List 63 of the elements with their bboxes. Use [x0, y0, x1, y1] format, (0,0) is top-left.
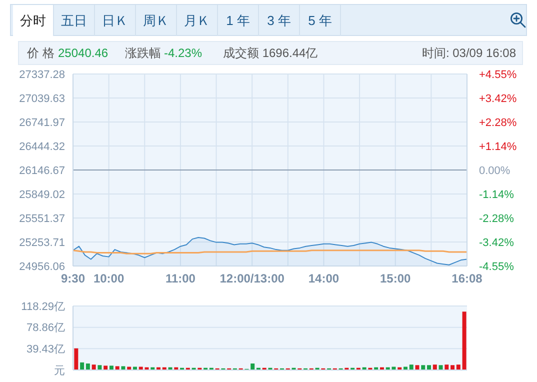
x-tick-label: 12:00/13:00 [220, 272, 285, 286]
bar [444, 364, 449, 370]
bar [456, 364, 460, 370]
y-tick-label: 26146.67 [19, 164, 65, 177]
bar [432, 364, 437, 370]
text: -4.23% [164, 45, 202, 62]
bar [74, 348, 78, 370]
bar [409, 364, 414, 370]
bar [92, 364, 96, 370]
bar [121, 366, 126, 370]
bar [115, 366, 120, 370]
y-tick-label: 27039.63 [19, 92, 65, 105]
bar [80, 362, 84, 370]
text: 月Ｋ [177, 5, 218, 36]
x-tick-label: 11:00 [165, 272, 196, 286]
y-tick-label: 元 [54, 364, 65, 377]
y-tick-label: 78.86亿 [26, 322, 65, 334]
x-tick-label: 16:08 [452, 272, 483, 286]
text: 日Ｋ [95, 5, 136, 36]
y-tick-label: 118.29亿 [21, 300, 65, 313]
y-tick-label: 24956.06 [19, 260, 65, 273]
bar [415, 365, 420, 370]
y2-tick-label: +1.14% [479, 140, 517, 153]
bar [250, 364, 255, 370]
text: 25040.46 [58, 45, 108, 62]
y-tick-label: 39.43亿 [26, 344, 65, 356]
y2-tick-label: +2.28% [479, 116, 517, 129]
text: 价 格 [27, 45, 54, 62]
text: 时间: 03/09 16:08 [422, 45, 516, 62]
bar [98, 365, 102, 370]
bar [421, 365, 426, 370]
x-tick-label: 10:00 [93, 272, 124, 286]
bar [438, 365, 443, 370]
bar [86, 364, 90, 370]
bar [109, 366, 114, 370]
y2-tick-label: -3.42% [479, 237, 514, 250]
y2-tick-label: -1.14% [479, 189, 514, 202]
text: 5 年 [300, 5, 341, 36]
y2-tick-label: -2.28% [479, 213, 514, 226]
bar [427, 365, 432, 370]
y2-tick-label: -4.55% [479, 261, 514, 273]
y-tick-label: 25551.37 [19, 212, 65, 225]
text: 周Ｋ [136, 5, 177, 36]
y2-tick-label: +4.55% [479, 69, 517, 81]
text: 1 年 [218, 5, 259, 36]
text: 3 年 [259, 5, 300, 36]
text: 涨跌幅 [125, 45, 161, 62]
x-tick-label: 14:00 [308, 272, 340, 286]
y-tick-label: 26444.32 [19, 140, 65, 153]
bar [450, 365, 455, 370]
bar [104, 366, 108, 370]
y2-tick-label: 0.00% [479, 165, 510, 177]
y-tick-label: 25253.71 [19, 236, 65, 249]
text: 成交额 1696.44亿 [223, 45, 318, 62]
y2-tick-label: +3.42% [479, 92, 517, 105]
x-tick-label: 9:30 [60, 272, 86, 286]
text: 分时 [13, 5, 54, 36]
bar [462, 312, 466, 370]
y-tick-label: 26741.97 [19, 116, 65, 129]
y-tick-label: 27337.28 [19, 68, 65, 81]
y-tick-label: 25849.02 [19, 188, 65, 201]
x-tick-label: 15:00 [380, 272, 412, 286]
text: 五日 [54, 5, 95, 36]
